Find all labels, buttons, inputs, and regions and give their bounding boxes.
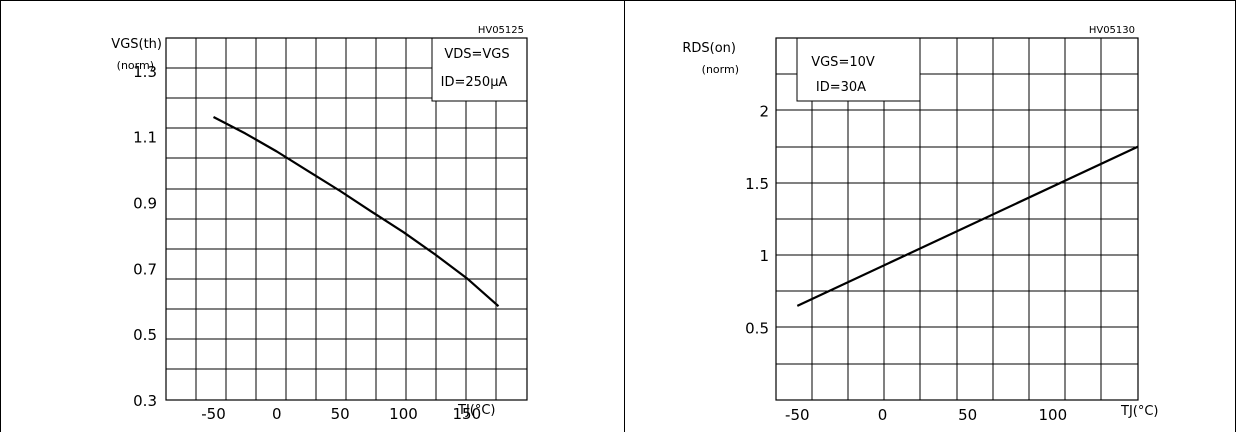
annotation-line-2: ID=30A bbox=[816, 80, 866, 95]
x-tick-label: -50 bbox=[785, 406, 810, 424]
y-tick-label: 0.9 bbox=[133, 195, 157, 213]
y-tick-label: 1.5 bbox=[745, 175, 769, 193]
annotation-line-1: VGS=10V bbox=[811, 55, 875, 70]
y-tick-label: 1.1 bbox=[133, 129, 157, 147]
x-tick-label: 100 bbox=[1039, 406, 1068, 424]
x-tick-label: 0 bbox=[272, 405, 282, 423]
x-axis-label: TJ(°C) bbox=[1120, 404, 1159, 419]
annotation-line-2: ID=250μA bbox=[441, 75, 508, 90]
x-tick-label: 50 bbox=[958, 406, 977, 424]
x-tick-label: -50 bbox=[201, 405, 226, 423]
series-line bbox=[212, 116, 500, 308]
rds-on-chart: VGS=10V ID=30A 0.5 1 1.5 2 -50 0 50 100 HV05130 RDS… bbox=[682, 25, 1158, 424]
annotation-line-1: VDS=VGS bbox=[444, 47, 509, 62]
x-tick-label: 0 bbox=[878, 406, 888, 424]
y-tick-label: 0.3 bbox=[133, 392, 157, 410]
y-tick-label: 2 bbox=[759, 102, 769, 120]
plot-frame bbox=[775, 37, 1139, 401]
figure-code: HV05130 bbox=[1089, 25, 1135, 36]
y-axis-unit: (norm) bbox=[702, 63, 739, 76]
x-tick-label: 50 bbox=[331, 405, 350, 423]
x-axis-label: TJ(°C) bbox=[457, 403, 496, 418]
figure-code: HV05125 bbox=[478, 25, 524, 36]
plot-frame bbox=[165, 37, 528, 401]
x-tick-label: 150 bbox=[453, 405, 482, 423]
x-tick-label: 100 bbox=[389, 405, 418, 423]
annotation-box bbox=[796, 37, 921, 102]
y-tick-label: 0.7 bbox=[133, 260, 157, 278]
y-axis-label: VGS(th) bbox=[111, 37, 162, 52]
y-tick-label: 0.5 bbox=[745, 320, 769, 338]
series-line bbox=[796, 145, 1139, 307]
vgs-th-chart: VDS=VGS ID=250μA 0.3 0.5 0.7 0.9 1.1 1.3 -50 0 50 1… bbox=[111, 25, 528, 423]
y-tick-label: 1.3 bbox=[133, 63, 157, 81]
y-tick-label: 0.5 bbox=[133, 326, 157, 344]
y-axis-unit: (norm) bbox=[117, 59, 154, 72]
y-axis-label: RDS(on) bbox=[682, 41, 736, 56]
y-tick-label: 1 bbox=[759, 247, 769, 265]
